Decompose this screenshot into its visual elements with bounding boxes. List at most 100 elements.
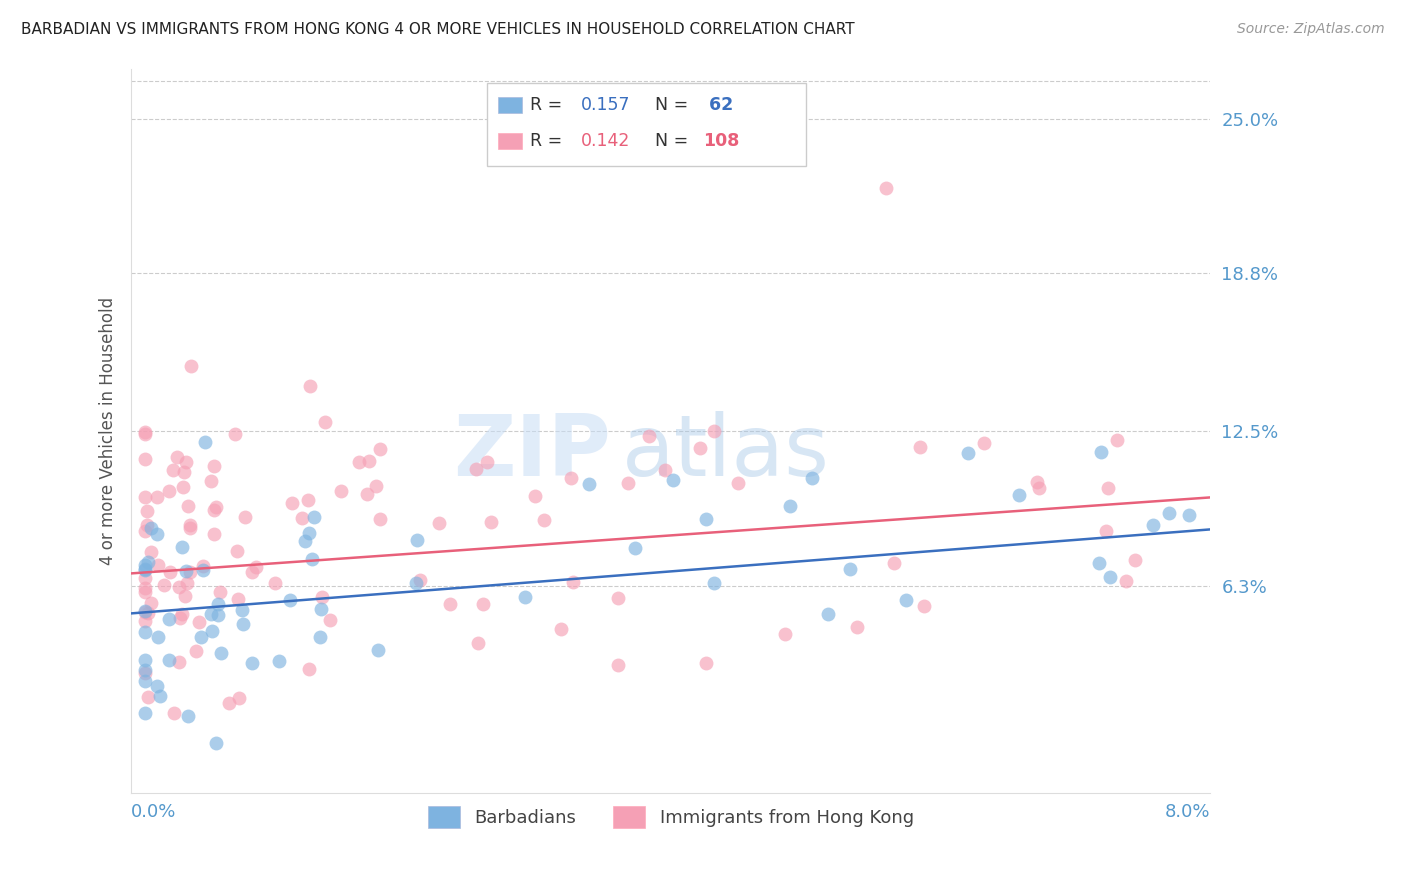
Point — [136, 690, 159, 705]
Point — [1159, 506, 1181, 520]
Point — [367, 643, 389, 657]
Point — [607, 591, 630, 605]
Legend: Barbadians, Immigrants from Hong Kong: Barbadians, Immigrants from Hong Kong — [420, 798, 921, 835]
Point — [134, 427, 156, 442]
Point — [957, 446, 980, 460]
Point — [465, 462, 488, 476]
Point — [134, 581, 156, 595]
Point — [149, 689, 172, 703]
Text: Source: ZipAtlas.com: Source: ZipAtlas.com — [1237, 22, 1385, 37]
Point — [200, 474, 222, 488]
Point — [1142, 518, 1164, 533]
Text: 62: 62 — [703, 95, 734, 114]
Point — [1098, 569, 1121, 583]
Point — [233, 510, 256, 524]
Point — [134, 615, 156, 629]
Point — [194, 435, 217, 450]
Point — [427, 516, 450, 530]
Point — [202, 459, 225, 474]
Point — [240, 566, 263, 580]
Point — [172, 607, 194, 621]
Point — [561, 574, 583, 589]
Point — [1028, 481, 1050, 495]
Point — [202, 503, 225, 517]
Point — [146, 526, 169, 541]
Point — [910, 440, 932, 454]
Point — [775, 627, 797, 641]
Point — [208, 585, 231, 599]
Point — [329, 483, 352, 498]
Point — [134, 653, 156, 667]
Point — [617, 476, 640, 491]
Point — [200, 607, 222, 621]
Point — [180, 359, 202, 373]
Point — [912, 599, 935, 613]
Point — [134, 490, 156, 504]
Point — [240, 656, 263, 670]
Point — [134, 562, 156, 576]
Point — [298, 379, 321, 393]
Point — [298, 525, 321, 540]
Point — [1115, 574, 1137, 589]
Point — [479, 516, 502, 530]
Point — [190, 630, 212, 644]
Point — [278, 592, 301, 607]
Point — [136, 518, 159, 533]
Text: atlas: atlas — [621, 411, 830, 494]
Point — [200, 624, 222, 639]
Point — [139, 545, 162, 559]
Point — [550, 622, 572, 636]
Point — [662, 473, 685, 487]
Point — [883, 556, 905, 570]
Point — [228, 691, 250, 706]
Point — [146, 490, 169, 504]
Point — [163, 706, 186, 721]
Point — [364, 478, 387, 492]
Point — [368, 512, 391, 526]
Text: R =: R = — [530, 95, 568, 114]
Text: BARBADIAN VS IMMIGRANTS FROM HONG KONG 4 OR MORE VEHICLES IN HOUSEHOLD CORRELATI: BARBADIAN VS IMMIGRANTS FROM HONG KONG 4… — [21, 22, 855, 37]
Point — [311, 590, 333, 604]
Point — [314, 415, 336, 429]
Text: 0.142: 0.142 — [581, 132, 630, 150]
Point — [202, 527, 225, 541]
Point — [533, 513, 555, 527]
Text: ZIP: ZIP — [454, 411, 612, 494]
Point — [232, 617, 254, 632]
Point — [281, 496, 304, 510]
Point — [159, 566, 181, 580]
Point — [136, 555, 159, 569]
Point — [209, 646, 232, 660]
Point — [174, 455, 197, 469]
Point — [174, 589, 197, 603]
Point — [162, 463, 184, 477]
Point — [184, 644, 207, 658]
Point — [695, 511, 717, 525]
Point — [368, 442, 391, 457]
Point — [1105, 433, 1128, 447]
Text: N =: N = — [655, 132, 693, 150]
Point — [204, 500, 226, 515]
Point — [513, 591, 536, 605]
Point — [134, 663, 156, 677]
Point — [187, 615, 209, 629]
FancyBboxPatch shape — [498, 97, 522, 112]
Point — [356, 487, 378, 501]
Point — [298, 662, 321, 676]
Point — [207, 597, 229, 611]
Point — [301, 551, 323, 566]
Point — [231, 603, 253, 617]
Point — [134, 605, 156, 619]
Point — [405, 576, 427, 591]
Point — [157, 653, 180, 667]
Point — [359, 454, 381, 468]
Point — [134, 558, 156, 572]
Point — [839, 562, 862, 576]
Point — [245, 560, 267, 574]
Point — [134, 452, 156, 467]
Point — [139, 521, 162, 535]
Point — [204, 736, 226, 750]
Point — [172, 480, 194, 494]
Point — [153, 578, 176, 592]
Point — [302, 510, 325, 524]
